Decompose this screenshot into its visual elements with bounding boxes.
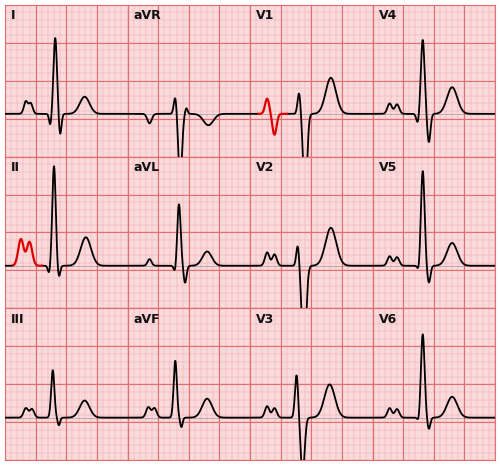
Text: V1: V1 [256, 9, 274, 22]
Text: aVR: aVR [134, 9, 162, 22]
Text: aVL: aVL [134, 161, 160, 174]
Text: III: III [11, 313, 24, 326]
Text: aVF: aVF [134, 313, 160, 326]
Text: V6: V6 [378, 313, 397, 326]
Text: V5: V5 [378, 161, 397, 174]
Text: V3: V3 [256, 313, 274, 326]
Text: I: I [11, 9, 16, 22]
Text: V4: V4 [378, 9, 397, 22]
Text: V2: V2 [256, 161, 274, 174]
Text: II: II [11, 161, 20, 174]
